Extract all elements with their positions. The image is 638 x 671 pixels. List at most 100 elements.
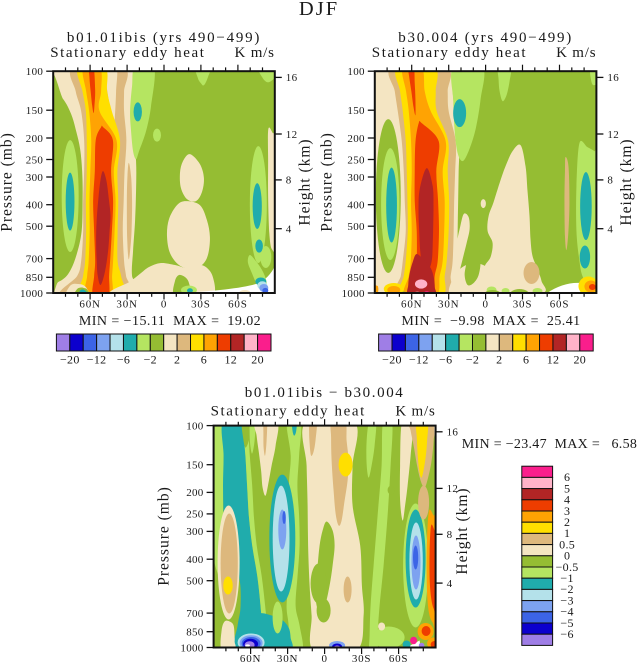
svg-text:30N: 30N — [277, 653, 298, 665]
svg-text:200: 200 — [26, 133, 44, 145]
svg-text:1: 1 — [564, 526, 570, 540]
svg-text:1000: 1000 — [342, 288, 365, 300]
svg-text:850: 850 — [26, 272, 44, 284]
svg-text:−6: −6 — [560, 627, 573, 641]
svg-text:100: 100 — [26, 66, 44, 78]
svg-text:K m/s: K m/s — [395, 404, 435, 420]
svg-text:700: 700 — [26, 253, 44, 265]
svg-text:MIN = −23.47 MAX = 6.58: MIN = −23.47 MAX = 6.58 — [462, 437, 637, 452]
svg-text:b01.01ibis − b30.004: b01.01ibis − b30.004 — [245, 385, 405, 401]
svg-text:300: 300 — [347, 172, 365, 184]
svg-text:−2: −2 — [144, 353, 157, 367]
svg-text:150: 150 — [186, 460, 204, 472]
svg-text:−12: −12 — [87, 353, 107, 367]
svg-text:30N: 30N — [116, 299, 137, 311]
svg-text:Height (km): Height (km) — [618, 138, 635, 225]
svg-text:200: 200 — [186, 487, 204, 499]
svg-text:850: 850 — [347, 272, 365, 284]
svg-text:16: 16 — [607, 72, 619, 84]
svg-text:500: 500 — [26, 221, 44, 233]
svg-text:DJF: DJF — [299, 0, 339, 20]
svg-text:400: 400 — [347, 200, 365, 212]
svg-text:4: 4 — [286, 224, 292, 236]
svg-text:850: 850 — [186, 627, 204, 639]
svg-text:250: 250 — [26, 154, 44, 166]
svg-text:−2: −2 — [560, 582, 573, 596]
svg-text:250: 250 — [186, 509, 204, 521]
svg-text:2: 2 — [174, 353, 180, 367]
svg-text:60N: 60N — [79, 299, 100, 311]
svg-text:−12: −12 — [409, 353, 429, 367]
svg-text:12: 12 — [286, 129, 298, 141]
svg-text:150: 150 — [347, 105, 365, 117]
svg-text:0: 0 — [321, 653, 327, 665]
svg-text:−2: −2 — [466, 353, 479, 367]
svg-text:400: 400 — [186, 554, 204, 566]
svg-text:60S: 60S — [389, 653, 409, 665]
svg-text:4: 4 — [607, 224, 613, 236]
svg-text:60S: 60S — [228, 299, 248, 311]
svg-text:700: 700 — [186, 608, 204, 620]
svg-text:30S: 30S — [513, 299, 533, 311]
svg-text:8: 8 — [607, 175, 613, 187]
svg-text:0: 0 — [161, 299, 167, 311]
svg-text:Pressure (mb): Pressure (mb) — [0, 132, 16, 232]
svg-text:K m/s: K m/s — [235, 45, 275, 61]
svg-text:0: 0 — [482, 299, 488, 311]
svg-text:20: 20 — [573, 353, 586, 367]
svg-text:100: 100 — [186, 420, 204, 432]
svg-text:12: 12 — [447, 483, 459, 495]
svg-text:MIN = −15.11 MAX = 19.02: MIN = −15.11 MAX = 19.02 — [79, 314, 261, 329]
svg-text:60S: 60S — [550, 299, 570, 311]
svg-text:Stationary eddy heat: Stationary eddy heat — [50, 45, 205, 61]
svg-text:16: 16 — [447, 427, 459, 439]
svg-text:−4: −4 — [560, 605, 573, 619]
svg-text:250: 250 — [347, 154, 365, 166]
svg-text:20: 20 — [251, 353, 264, 367]
svg-text:6: 6 — [201, 353, 207, 367]
svg-text:12: 12 — [607, 129, 619, 141]
svg-text:300: 300 — [186, 526, 204, 538]
svg-text:30N: 30N — [438, 299, 459, 311]
svg-text:300: 300 — [26, 172, 44, 184]
svg-text:6: 6 — [564, 470, 570, 484]
svg-text:6: 6 — [523, 353, 529, 367]
svg-text:200: 200 — [347, 133, 365, 145]
svg-text:Stationary eddy heat: Stationary eddy heat — [211, 404, 366, 420]
svg-text:Height (km): Height (km) — [297, 138, 314, 225]
svg-text:−1: −1 — [560, 571, 573, 585]
svg-text:3: 3 — [564, 504, 570, 518]
svg-text:12: 12 — [224, 353, 237, 367]
svg-text:60N: 60N — [240, 653, 261, 665]
svg-text:12: 12 — [547, 353, 560, 367]
svg-text:5: 5 — [564, 481, 570, 495]
svg-text:8: 8 — [447, 529, 453, 541]
svg-text:700: 700 — [347, 253, 365, 265]
svg-text:400: 400 — [26, 200, 44, 212]
svg-text:500: 500 — [186, 576, 204, 588]
svg-text:−20: −20 — [382, 353, 402, 367]
svg-text:500: 500 — [347, 221, 365, 233]
svg-text:−20: −20 — [60, 353, 80, 367]
svg-text:2: 2 — [564, 515, 570, 529]
svg-text:−0.5: −0.5 — [556, 560, 579, 574]
svg-text:30S: 30S — [191, 299, 211, 311]
svg-text:−3: −3 — [560, 593, 573, 607]
svg-text:2: 2 — [496, 353, 502, 367]
svg-text:−6: −6 — [439, 353, 452, 367]
svg-text:−5: −5 — [560, 616, 573, 630]
svg-text:Pressure (mb): Pressure (mb) — [156, 486, 173, 586]
svg-text:b30.004 (yrs 490−499): b30.004 (yrs 490−499) — [398, 30, 573, 46]
svg-text:150: 150 — [26, 105, 44, 117]
svg-text:0.5: 0.5 — [559, 537, 575, 551]
svg-text:60N: 60N — [401, 299, 422, 311]
svg-text:MIN = −9.98 MAX = 25.41: MIN = −9.98 MAX = 25.41 — [401, 314, 580, 329]
svg-text:100: 100 — [347, 66, 365, 78]
svg-text:4: 4 — [564, 493, 570, 507]
svg-text:b01.01ibis (yrs 490−499): b01.01ibis (yrs 490−499) — [67, 30, 261, 46]
svg-text:Stationary eddy heat: Stationary eddy heat — [372, 45, 527, 61]
svg-text:30S: 30S — [352, 653, 372, 665]
svg-text:Pressure (mb): Pressure (mb) — [319, 132, 336, 232]
svg-text:0: 0 — [564, 549, 570, 563]
svg-text:4: 4 — [447, 578, 453, 590]
